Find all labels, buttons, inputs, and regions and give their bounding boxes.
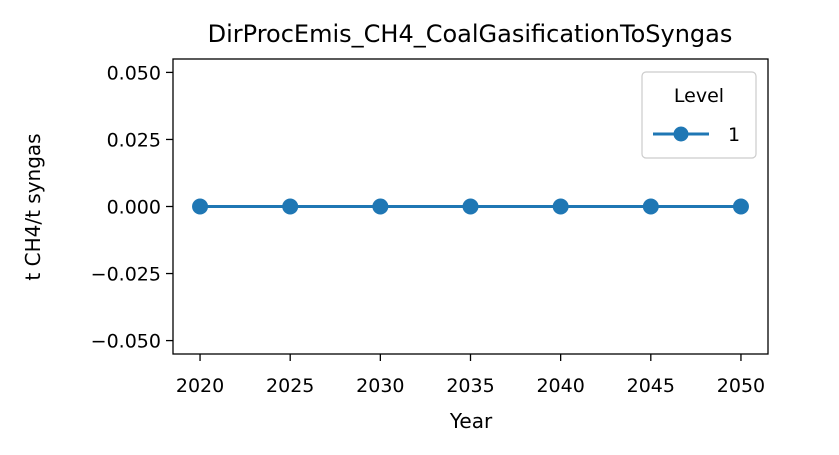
- plot-area: [192, 198, 749, 215]
- y-tick-label: 0.050: [107, 62, 161, 84]
- y-tick-label: −0.025: [91, 264, 161, 286]
- y-tick-label: −0.050: [91, 331, 161, 353]
- x-tick-label: 2040: [536, 375, 584, 397]
- data-point: [552, 198, 569, 215]
- legend: Level 1: [641, 71, 757, 159]
- legend-series-label: 1: [728, 124, 740, 146]
- x-tick-label: 2020: [176, 375, 224, 397]
- x-tick-label: 2035: [446, 375, 494, 397]
- x-tick-label: 2050: [717, 375, 765, 397]
- legend-title: Level: [674, 85, 724, 107]
- x-tick-label: 2045: [627, 375, 675, 397]
- x-axis: 2020 2025 2030 2035 2040 2045 2050: [176, 354, 765, 397]
- data-point: [732, 198, 749, 215]
- chart-title: DirProcEmis_CH4_CoalGasificationToSyngas: [208, 20, 733, 48]
- data-point: [282, 198, 299, 215]
- y-tick-label: 0.025: [107, 129, 161, 151]
- y-tick-label: 0.000: [107, 197, 161, 219]
- x-axis-label: Year: [449, 409, 493, 433]
- data-point: [372, 198, 389, 215]
- x-tick-label: 2025: [266, 375, 314, 397]
- x-tick-label: 2030: [356, 375, 404, 397]
- data-point: [192, 198, 209, 215]
- y-axis-label: t CH4/t syngas: [21, 133, 45, 280]
- data-point: [462, 198, 479, 215]
- data-point: [642, 198, 659, 215]
- legend-series-marker: [673, 126, 689, 142]
- y-axis: 0.050 0.025 0.000 −0.025 −0.050: [91, 62, 173, 353]
- legend-frame: [641, 71, 757, 159]
